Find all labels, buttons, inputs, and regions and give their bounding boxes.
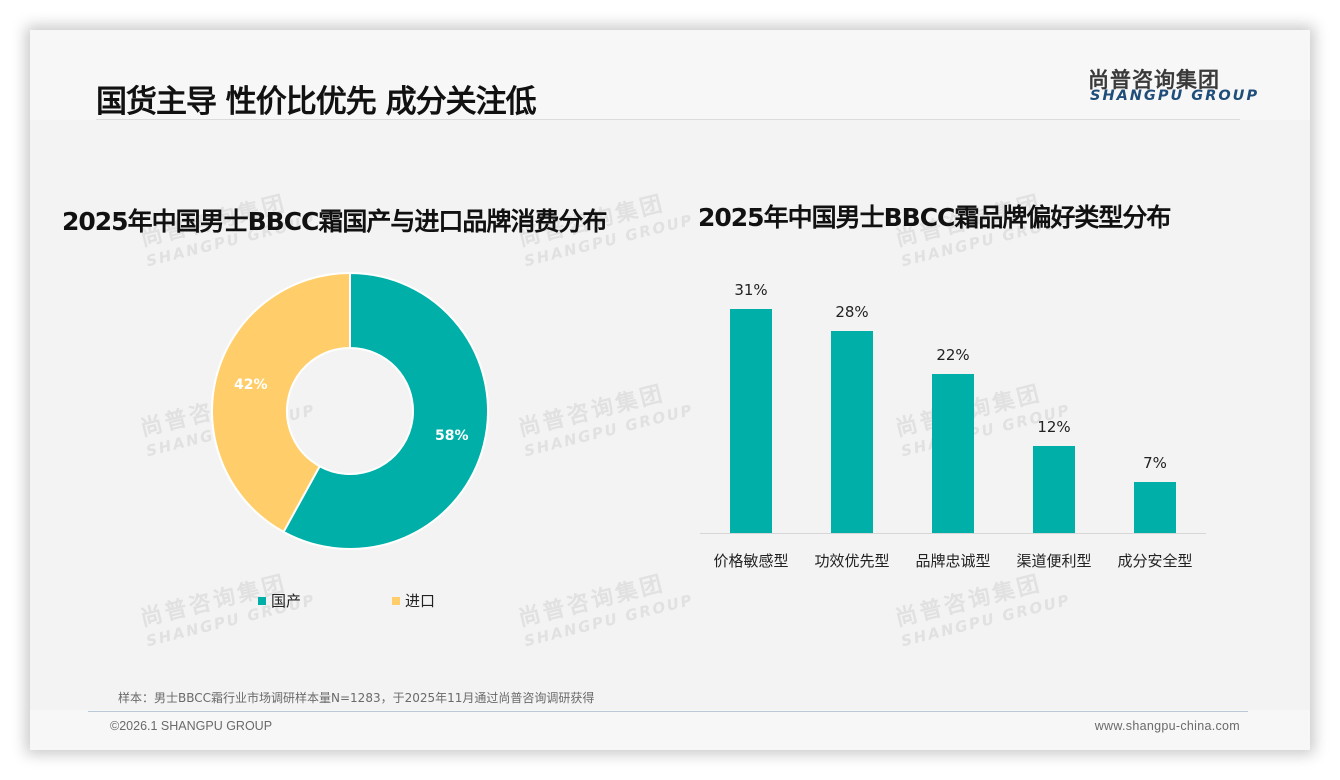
bar — [730, 308, 772, 533]
legend-item-imported: 进口 — [392, 590, 435, 611]
donut-svg — [211, 271, 489, 550]
x-tick-label: 渠道便利型 — [1016, 552, 1092, 570]
x-tick-label: 功效优先型 — [814, 552, 890, 570]
bar-value-label: 22% — [936, 345, 970, 364]
bar — [1033, 446, 1075, 533]
legend-label: 进口 — [405, 593, 436, 610]
header-band — [30, 30, 1310, 120]
page-title: 国货主导 性价比优先 成分关注低 — [96, 84, 537, 120]
legend-label: 国产 — [271, 593, 302, 610]
logo-en: SHANGPU GROUP — [1090, 88, 1260, 104]
bar-value-label: 7% — [1143, 454, 1167, 473]
slice-label-domestic: 58% — [435, 428, 469, 444]
bar-value-label: 28% — [835, 302, 869, 321]
footer-band — [30, 710, 1310, 750]
legend-item-domestic: 国产 — [258, 590, 301, 611]
logo-cn: 尚普咨询集团 — [1088, 68, 1220, 92]
copyright: ©2026.1 SHANGPU GROUP — [110, 719, 273, 733]
x-tick-label: 价格敏感型 — [713, 552, 789, 570]
donut-slice — [211, 271, 351, 534]
bar — [932, 373, 974, 533]
slice-label-imported: 42% — [234, 377, 268, 393]
donut-chart-title: 2025年中国男士BBCC霜国产与进口品牌消费分布 — [62, 207, 607, 236]
bar-value-label: 12% — [1037, 418, 1071, 437]
footer-divider — [88, 711, 1248, 712]
legend-swatch-imported — [392, 596, 400, 605]
donut-chart: 58% 42% — [210, 271, 490, 551]
bar-value-label: 31% — [734, 280, 768, 299]
x-tick-label: 品牌忠诚型 — [915, 552, 991, 570]
sample-note: 样本：男士BBCC霜行业市场调研样本量N=1283，于2025年11月通过尚普咨… — [118, 691, 595, 705]
donut-slice — [282, 271, 489, 550]
slide: 国货主导 性价比优先 成分关注低 尚普咨询集团 SHANGPU GROUP 尚普… — [30, 30, 1310, 750]
bar — [831, 330, 873, 533]
website-link[interactable]: www.shangpu-china.com — [1094, 719, 1240, 733]
bar — [1134, 482, 1176, 533]
x-tick-label: 成分安全型 — [1117, 552, 1193, 570]
x-axis-line — [700, 533, 1206, 534]
legend-swatch-domestic — [258, 596, 266, 605]
title-divider — [96, 119, 1240, 120]
bar-chart-title: 2025年中国男士BBCC霜品牌偏好类型分布 — [698, 203, 1171, 232]
